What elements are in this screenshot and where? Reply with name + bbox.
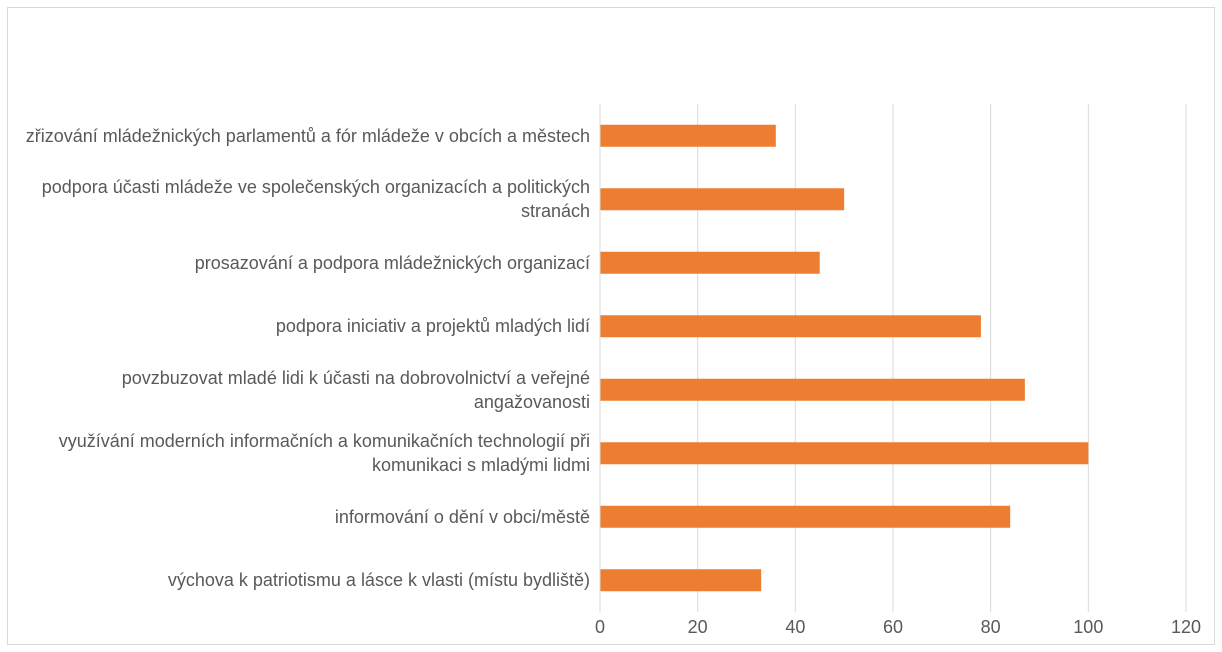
bar [600,442,1089,465]
y-tick-label: prosazování a podpora mládežnických orga… [194,252,590,273]
bar [600,251,820,274]
x-tick-label: 80 [981,617,1001,637]
x-tick-label: 60 [883,617,903,637]
y-tick-label: povzbuzovat mladé lidi k účasti na dobro… [121,367,590,412]
x-tick-label: 120 [1171,617,1201,637]
x-tick-label: 40 [785,617,805,637]
y-tick-label: informování o dění v obci/městě [334,506,590,527]
bar [600,378,1025,401]
bar [600,315,981,338]
x-tick-label: 100 [1073,617,1103,637]
y-tick-label: výchova k patriotismu a lásce k vlasti (… [167,570,590,591]
bar [600,569,762,592]
bar [600,188,845,211]
chart-frame [7,7,1215,645]
bar [600,505,1011,528]
bar [600,124,776,147]
y-tick-label: podpora iniciativ a projektů mladých lid… [275,316,590,337]
y-tick-label: zřizování mládežnických parlamentů a fór… [25,125,590,146]
y-tick-label: využívání moderních informačních a komun… [58,431,590,476]
x-tick-label: 0 [595,617,605,637]
y-tick-label: podpora účasti mládeže ve společenských … [41,177,590,222]
x-tick-label: 20 [688,617,708,637]
